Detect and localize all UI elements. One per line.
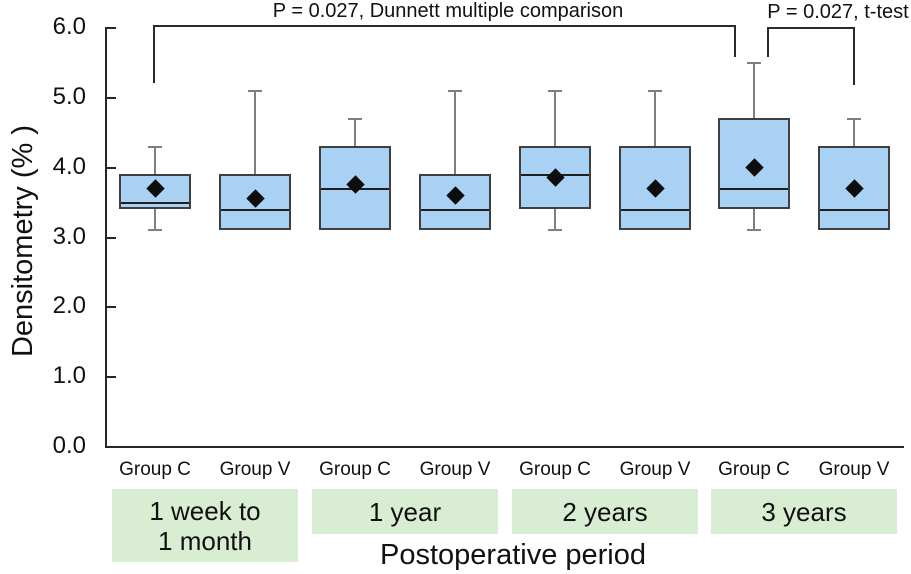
x-group-label: Group V — [818, 459, 890, 480]
period-band-label: 2 years — [562, 496, 648, 527]
y-tick-mark — [105, 376, 116, 378]
period-band-label: 1 month — [158, 525, 252, 556]
x-group-label: Group C — [718, 459, 790, 480]
period-band-label: 1 week to — [149, 495, 261, 526]
upper-whisker-cap — [648, 90, 662, 92]
upper-whisker — [753, 62, 755, 118]
period-band: 1 year — [312, 489, 498, 534]
median-line — [421, 209, 489, 211]
x-group-label: Group C — [519, 459, 591, 480]
median-line — [621, 209, 689, 211]
upper-whisker — [454, 90, 456, 174]
y-tick-label: 5.0 — [52, 83, 86, 110]
period-band-label: 1 year — [368, 496, 442, 527]
bracket-top — [153, 25, 736, 27]
median-line — [121, 202, 189, 204]
y-tick-label: 1.0 — [52, 362, 86, 389]
lower-whisker-cap — [148, 229, 162, 231]
annotation-dunnett-label: P = 0.027, Dunnett multiple comparison — [272, 0, 624, 22]
period-band-label: 3 years — [761, 496, 847, 527]
bracket-right-leg — [734, 25, 736, 57]
y-tick-mark — [105, 97, 116, 99]
upper-whisker-cap — [548, 90, 562, 92]
period-band: 2 years — [512, 489, 698, 534]
y-tick-mark — [105, 237, 116, 239]
y-tick-mark — [105, 306, 116, 308]
upper-whisker — [254, 90, 256, 174]
y-tick-mark — [105, 167, 116, 169]
upper-whisker-cap — [747, 62, 761, 64]
period-band: 1 week to 1 month — [112, 489, 298, 562]
upper-whisker-cap — [348, 118, 362, 120]
y-tick-mark — [105, 27, 116, 29]
y-tick-mark — [105, 446, 116, 448]
annotation-ttest-label: P = 0.027, t-test — [767, 1, 909, 23]
bracket-left-leg — [153, 25, 155, 83]
bracket-top — [767, 27, 855, 29]
x-group-label: Group V — [219, 459, 291, 480]
lower-whisker — [554, 209, 556, 230]
y-tick-label: 0.0 — [52, 432, 86, 459]
lower-whisker-cap — [548, 229, 562, 231]
upper-whisker-cap — [148, 146, 162, 148]
median-line — [720, 188, 788, 190]
lower-whisker — [753, 209, 755, 230]
y-tick-label: 2.0 — [52, 292, 86, 319]
y-tick-label: 6.0 — [52, 13, 86, 40]
bracket-right-leg — [853, 27, 855, 85]
lower-whisker-cap — [747, 229, 761, 231]
upper-whisker-cap — [847, 118, 861, 120]
upper-whisker — [853, 118, 855, 146]
y-tick-label: 3.0 — [52, 223, 86, 250]
upper-whisker-cap — [448, 90, 462, 92]
upper-whisker — [654, 90, 656, 146]
lower-whisker — [154, 209, 156, 230]
median-line — [820, 209, 888, 211]
y-tick-label: 4.0 — [52, 153, 86, 180]
median-line — [221, 209, 289, 211]
x-group-label: Group V — [619, 459, 691, 480]
x-group-label: Group C — [319, 459, 391, 480]
x-group-label: Group C — [119, 459, 191, 480]
x-axis-title: Postoperative period — [380, 539, 646, 571]
x-axis-line — [105, 446, 904, 448]
bracket-left-leg — [767, 27, 769, 57]
period-band: 3 years — [711, 489, 897, 534]
upper-whisker — [554, 90, 556, 146]
upper-whisker — [154, 146, 156, 174]
upper-whisker-cap — [248, 90, 262, 92]
x-group-label: Group V — [419, 459, 491, 480]
upper-whisker — [354, 118, 356, 146]
